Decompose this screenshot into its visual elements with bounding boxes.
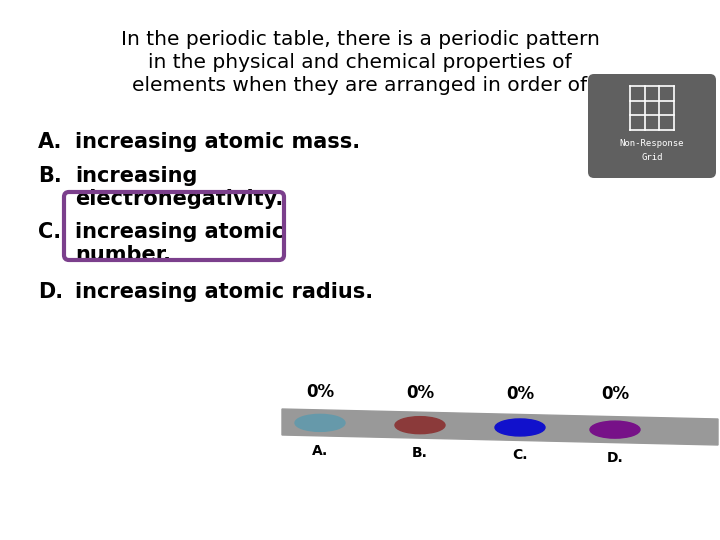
Text: 0%: 0% — [506, 384, 534, 403]
FancyBboxPatch shape — [588, 74, 716, 178]
Text: increasing: increasing — [75, 166, 197, 186]
Text: number.: number. — [75, 245, 171, 265]
Text: C.: C. — [38, 222, 61, 242]
Text: 0%: 0% — [601, 386, 629, 403]
Text: 0%: 0% — [306, 383, 334, 401]
Text: increasing atomic radius.: increasing atomic radius. — [75, 282, 373, 302]
Text: increasing atomic: increasing atomic — [75, 222, 284, 242]
Text: in the physical and chemical properties of: in the physical and chemical properties … — [148, 53, 572, 72]
Text: elements when they are arranged in order of: elements when they are arranged in order… — [132, 76, 588, 95]
Polygon shape — [282, 409, 718, 445]
Text: Non-Response: Non-Response — [620, 139, 684, 148]
Text: Grid: Grid — [642, 153, 662, 163]
Text: A.: A. — [38, 132, 63, 152]
Text: C.: C. — [512, 448, 528, 462]
Text: A.: A. — [312, 444, 328, 458]
Text: In the periodic table, there is a periodic pattern: In the periodic table, there is a period… — [120, 30, 600, 49]
Text: 0%: 0% — [406, 384, 434, 402]
Text: B.: B. — [38, 166, 62, 186]
Text: increasing atomic mass.: increasing atomic mass. — [75, 132, 360, 152]
Text: D.: D. — [607, 451, 624, 464]
Ellipse shape — [395, 417, 445, 434]
Text: D.: D. — [38, 282, 63, 302]
Ellipse shape — [590, 421, 640, 438]
Text: electronegativity.: electronegativity. — [75, 189, 283, 209]
Text: B.: B. — [412, 446, 428, 460]
Ellipse shape — [495, 419, 545, 436]
Ellipse shape — [295, 414, 345, 431]
